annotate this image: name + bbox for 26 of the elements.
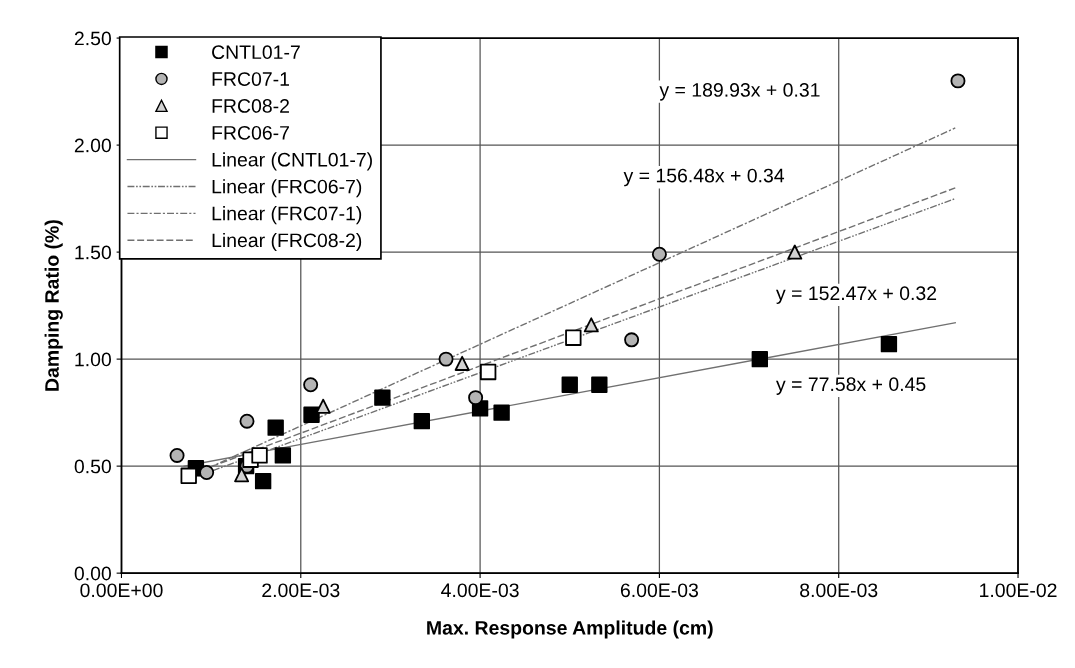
annotation: y = 189.93x + 0.31 [659,83,820,101]
x-tick-label: 8.00E-03 [800,583,878,598]
x-axis-title: Max. Response Amplitude (cm) [427,620,713,639]
y-tick-label: 0.50 [74,459,111,474]
x-tick-label: 0.00E+00 [80,583,163,598]
legend-label: Linear (CNTL01-7) [212,152,372,171]
annotation: y = 77.58x + 0.45 [776,377,926,395]
annotation: y = 152.47x + 0.32 [776,286,937,304]
legend-label: Linear (FRC07-1) [212,206,362,225]
y-tick-label: 2.00 [74,138,111,153]
legend-label: Linear (FRC06-7) [212,179,362,198]
legend-label: FRC07-1 [212,72,289,86]
x-tick-label: 1.00E-02 [980,583,1057,598]
y-tick-label: 1.00 [75,352,111,367]
x-tick-label: 6.00E-03 [620,583,699,598]
annotation: y = 156.48x + 0.34 [623,168,785,187]
legend-label: FRC06-7 [212,125,289,140]
y-tick-label: 0.00 [74,566,111,581]
legend-label: FRC08-2 [212,99,289,113]
legend-label: CNTL01-7 [212,45,300,60]
y-tick-label: 1.50 [75,245,111,260]
x-tick-label: 2.00E-03 [262,583,340,598]
x-tick-label: 4.00E-03 [441,583,519,598]
y-tick-label: 2.50 [74,31,111,46]
y-axis-title: Damping Ratio (%) [44,220,63,391]
legend-label: Linear (FRC08-2) [212,232,362,252]
